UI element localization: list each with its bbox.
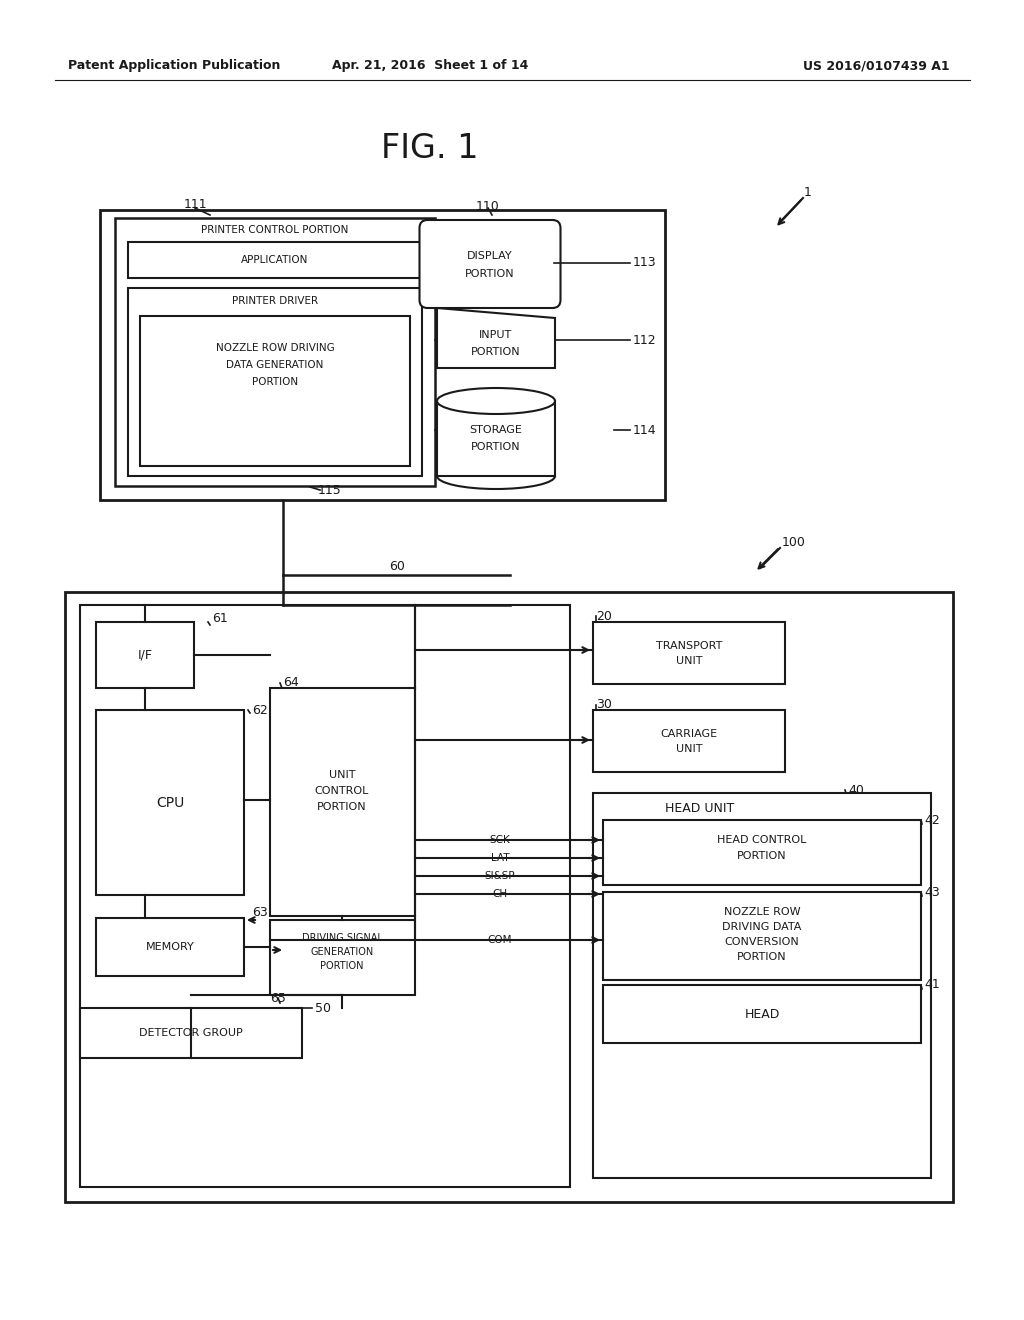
Text: Apr. 21, 2016  Sheet 1 of 14: Apr. 21, 2016 Sheet 1 of 14 (332, 59, 528, 73)
Text: INPUT: INPUT (479, 330, 513, 341)
Text: 100: 100 (782, 536, 806, 549)
Text: UNIT: UNIT (676, 744, 702, 754)
Text: DETECTOR GROUP: DETECTOR GROUP (139, 1028, 243, 1038)
Text: 50: 50 (315, 1002, 331, 1015)
Text: LAT: LAT (490, 853, 509, 863)
Text: DRIVING SIGNAL: DRIVING SIGNAL (301, 933, 382, 942)
Text: PORTION: PORTION (465, 269, 515, 279)
Text: CPU: CPU (156, 796, 184, 810)
Text: UNIT: UNIT (676, 656, 702, 667)
Text: 1: 1 (804, 186, 812, 199)
Bar (128, 288, 422, 477)
Text: 113: 113 (633, 256, 656, 269)
Bar (96, 917, 244, 975)
Polygon shape (437, 308, 555, 368)
Text: PORTION: PORTION (252, 378, 298, 387)
Text: NOZZLE ROW DRIVING: NOZZLE ROW DRIVING (216, 343, 335, 352)
Bar (140, 315, 410, 466)
Bar (96, 622, 194, 688)
Text: PRINTER CONTROL PORTION: PRINTER CONTROL PORTION (202, 224, 349, 235)
Text: PORTION: PORTION (737, 851, 786, 861)
Text: 41: 41 (924, 978, 940, 991)
Bar (603, 820, 921, 884)
Bar (270, 688, 415, 916)
Text: PRINTER DRIVER: PRINTER DRIVER (232, 296, 318, 306)
Text: 112: 112 (633, 334, 656, 346)
Bar (65, 591, 953, 1203)
Text: 40: 40 (848, 784, 864, 796)
Text: APPLICATION: APPLICATION (242, 255, 308, 265)
Text: 115: 115 (318, 483, 342, 496)
Bar (593, 622, 785, 684)
Text: 63: 63 (252, 907, 267, 920)
Text: I/F: I/F (137, 648, 153, 661)
Text: 111: 111 (183, 198, 207, 211)
Text: CONVERSION: CONVERSION (725, 937, 800, 946)
Bar (100, 210, 665, 500)
Text: 60: 60 (389, 560, 404, 573)
Bar (603, 985, 921, 1043)
Text: DATA GENERATION: DATA GENERATION (226, 360, 324, 370)
Text: CH: CH (493, 888, 508, 899)
Text: 42: 42 (924, 813, 940, 826)
Ellipse shape (437, 388, 555, 414)
Text: FIG. 1: FIG. 1 (381, 132, 479, 165)
Text: CARRIAGE: CARRIAGE (660, 729, 718, 739)
Text: PORTION: PORTION (737, 952, 786, 962)
Text: HEAD CONTROL: HEAD CONTROL (718, 836, 807, 845)
Text: US 2016/0107439 A1: US 2016/0107439 A1 (804, 59, 950, 73)
Text: COM: COM (487, 935, 512, 945)
Text: DISPLAY: DISPLAY (467, 251, 513, 261)
Text: Patent Application Publication: Patent Application Publication (68, 59, 281, 73)
Text: 20: 20 (596, 610, 612, 623)
Text: 65: 65 (270, 991, 286, 1005)
Text: GENERATION: GENERATION (310, 946, 374, 957)
Text: HEAD: HEAD (744, 1007, 779, 1020)
Text: 110: 110 (476, 199, 500, 213)
Text: UNIT: UNIT (329, 770, 355, 780)
Bar (593, 710, 785, 772)
Bar (128, 242, 422, 279)
Bar (270, 920, 415, 995)
Text: 43: 43 (924, 886, 940, 899)
Text: PORTION: PORTION (471, 442, 521, 451)
FancyBboxPatch shape (420, 220, 560, 308)
Text: CONTROL: CONTROL (314, 785, 370, 796)
Text: TRANSPORT: TRANSPORT (655, 642, 722, 651)
Text: 64: 64 (283, 676, 299, 689)
Text: DRIVING DATA: DRIVING DATA (722, 921, 802, 932)
Text: 114: 114 (633, 424, 656, 437)
Bar (593, 793, 931, 1177)
Bar (603, 892, 921, 979)
Text: MEMORY: MEMORY (145, 942, 195, 952)
Bar (96, 710, 244, 895)
Text: SCK: SCK (489, 836, 510, 845)
Bar (80, 605, 570, 1187)
Bar (115, 218, 435, 486)
Text: PORTION: PORTION (317, 803, 367, 812)
Bar (80, 1008, 302, 1059)
Text: 61: 61 (212, 611, 227, 624)
Text: PORTION: PORTION (321, 961, 364, 972)
Text: SI&SP: SI&SP (484, 871, 515, 880)
Text: 62: 62 (252, 704, 267, 717)
Text: PORTION: PORTION (471, 347, 521, 356)
Text: NOZZLE ROW: NOZZLE ROW (724, 907, 801, 917)
Text: STORAGE: STORAGE (470, 425, 522, 436)
Text: HEAD UNIT: HEAD UNIT (666, 801, 734, 814)
Text: 30: 30 (596, 698, 612, 711)
